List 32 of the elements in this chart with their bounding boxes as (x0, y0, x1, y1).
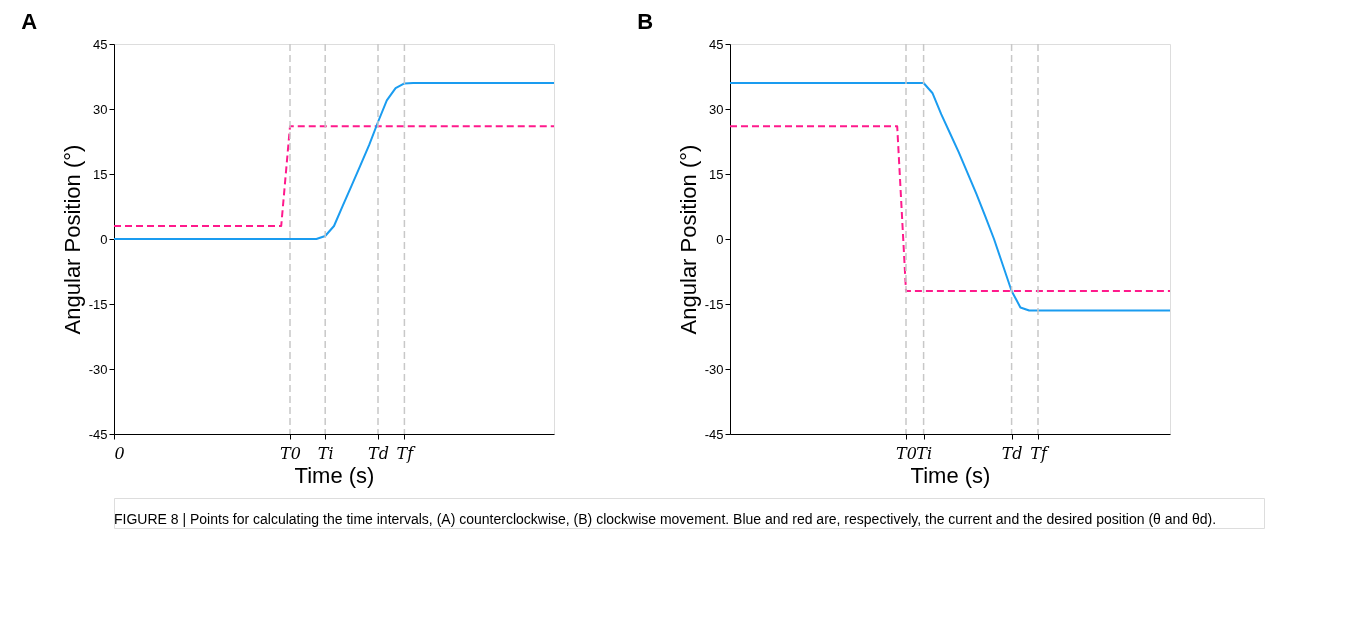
y-tick-label: 0 (716, 231, 724, 247)
y-tick-label: -45 (88, 426, 108, 442)
y-tick-label: -15 (704, 296, 724, 312)
x-axis-title: Time (s) (294, 462, 375, 488)
x-tick-label: Ti (317, 443, 334, 463)
chart-title: B (637, 9, 654, 34)
x-tick-label: 0 (114, 443, 125, 463)
x-tick-label: Td (368, 443, 389, 463)
y-tick-label: 30 (93, 101, 108, 117)
x-tick-label: Tf (1030, 443, 1050, 463)
y-axis-title: Angular Position (°) (59, 144, 85, 335)
y-tick-label: 45 (93, 36, 108, 52)
y-tick-label: -15 (88, 296, 108, 312)
x-tick-label: Td (1001, 443, 1023, 463)
caption: FIGURE 8 | Points for calculating the time intervals, (A) counterclockwise, (B) clockwise movement. Blue and red are, respectively, the current and the desired position (θ and θd). (114, 511, 1217, 527)
y-tick-label: -30 (704, 361, 724, 377)
y-tick-label: 15 (93, 166, 108, 182)
y-tick-label: 45 (709, 36, 724, 52)
line-series (729, 82, 1171, 312)
x-tick-label: Tf (396, 443, 417, 463)
y-axis-title: Angular Position (°) (675, 144, 701, 335)
y-tick-label: -45 (704, 426, 724, 442)
y-tick-label: 15 (709, 166, 724, 182)
y-tick-label: 0 (100, 231, 108, 247)
x-tick-label: T0 (896, 443, 917, 463)
x-tick-label: T0 (280, 443, 301, 463)
y-tick-label: -30 (88, 361, 108, 377)
x-tick-label: Ti (916, 443, 932, 463)
y-tick-label: 30 (709, 101, 724, 117)
x-axis-title: Time (s) (910, 462, 991, 488)
chart-title: A (21, 9, 38, 34)
line-series (113, 82, 555, 240)
